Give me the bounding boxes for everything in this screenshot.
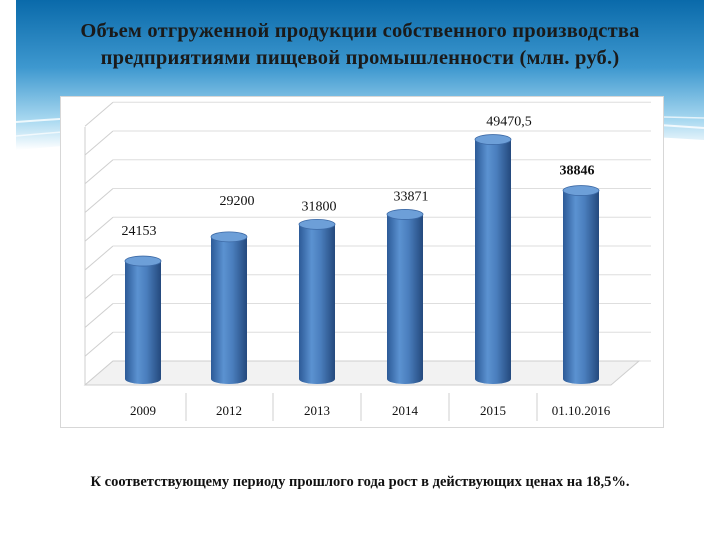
x-tick-label: 2013 [304, 403, 330, 418]
chart-data-labels: 24153 29200 31800 33871 49470,5 38846 [122, 115, 595, 240]
data-label: 24153 [122, 224, 157, 239]
chart-bars [124, 134, 600, 384]
bar-top [474, 134, 512, 145]
bar-body [387, 214, 423, 384]
data-label: 49470,5 [486, 115, 532, 130]
floor-plane [83, 360, 641, 386]
gridline [84, 130, 114, 156]
footnote-text: К соответствующему периоду прошлого года… [90, 474, 630, 490]
gridline [84, 159, 114, 185]
bar-2014 [386, 209, 424, 384]
bar-top [298, 218, 336, 230]
bar-top [386, 209, 424, 220]
data-label: 31800 [302, 199, 337, 214]
gridline [84, 101, 114, 127]
bar-01.10.2016 [562, 185, 600, 384]
bar-top [210, 231, 248, 243]
bar-top [124, 255, 162, 267]
data-label: 29200 [220, 194, 255, 209]
x-tick-label: 2009 [130, 403, 156, 418]
data-label: 38846 [560, 164, 595, 179]
bar-body [563, 190, 599, 384]
bar-body [299, 224, 335, 384]
gridline [84, 274, 114, 300]
chart-x-ticks: 2009 2012 2013 2014 2015 01.10.2016 [130, 393, 611, 421]
x-tick-label: 2012 [216, 403, 242, 418]
x-tick-label: 01.10.2016 [552, 403, 611, 418]
bar-top [562, 185, 600, 196]
bar-chart: 24153 29200 31800 33871 49470,5 38846 2009 201… [83, 101, 651, 421]
bar-2015 [474, 134, 512, 384]
slide-title: Объем отгруженной продукции собственного… [80, 20, 640, 69]
data-label: 33871 [394, 189, 429, 204]
gridline [84, 303, 114, 328]
gridline [84, 245, 114, 271]
x-tick-label: 2014 [392, 403, 419, 418]
bar-body [475, 139, 511, 384]
gridline [84, 331, 114, 357]
gridline [84, 188, 114, 213]
chart-container: 24153 29200 31800 33871 49470,5 38846 2009 201… [60, 96, 664, 428]
x-tick-label: 2015 [480, 403, 506, 418]
bar-2009 [124, 255, 162, 384]
bar-2013 [298, 218, 336, 384]
chart-floor [83, 360, 641, 386]
bar-2012 [210, 231, 248, 384]
bar-body [125, 261, 161, 384]
bar-body [211, 236, 247, 384]
gridline [84, 216, 114, 242]
